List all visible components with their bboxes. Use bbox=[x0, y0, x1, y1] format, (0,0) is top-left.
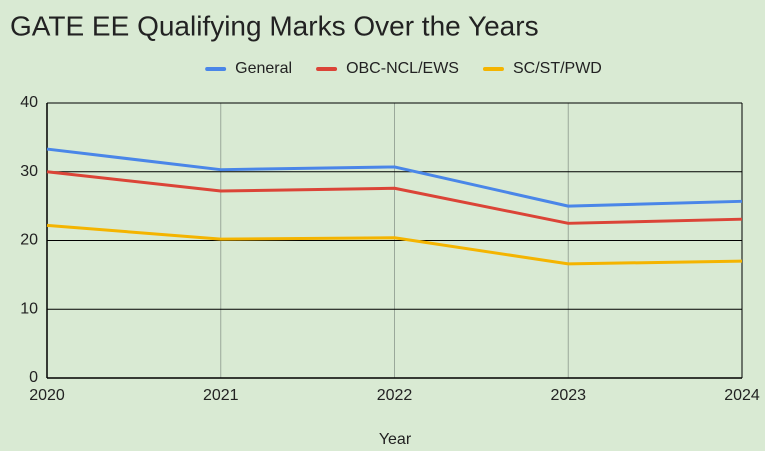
y-tick-label: 20 bbox=[20, 232, 38, 249]
chart-title: GATE EE Qualifying Marks Over the Years bbox=[10, 10, 539, 41]
legend-label: General bbox=[235, 60, 292, 77]
series-line bbox=[46, 170, 743, 225]
y-tick-label: 40 bbox=[20, 94, 38, 111]
y-tick-label: 30 bbox=[20, 163, 38, 180]
legend-label: SC/ST/PWD bbox=[513, 60, 602, 77]
legend-label: OBC-NCL/EWS bbox=[346, 60, 459, 77]
x-tick-label: 2021 bbox=[203, 387, 239, 404]
x-axis-title: Year bbox=[379, 431, 412, 448]
x-tick-label: 2023 bbox=[550, 387, 586, 404]
x-tick-label: 2024 bbox=[724, 387, 760, 404]
y-tick-label: 10 bbox=[20, 300, 38, 317]
y-tick-label: 0 bbox=[29, 369, 38, 386]
series-line bbox=[46, 147, 743, 208]
series-line bbox=[46, 223, 743, 266]
x-tick-label: 2022 bbox=[377, 387, 413, 404]
x-tick-label: 2020 bbox=[29, 387, 65, 404]
